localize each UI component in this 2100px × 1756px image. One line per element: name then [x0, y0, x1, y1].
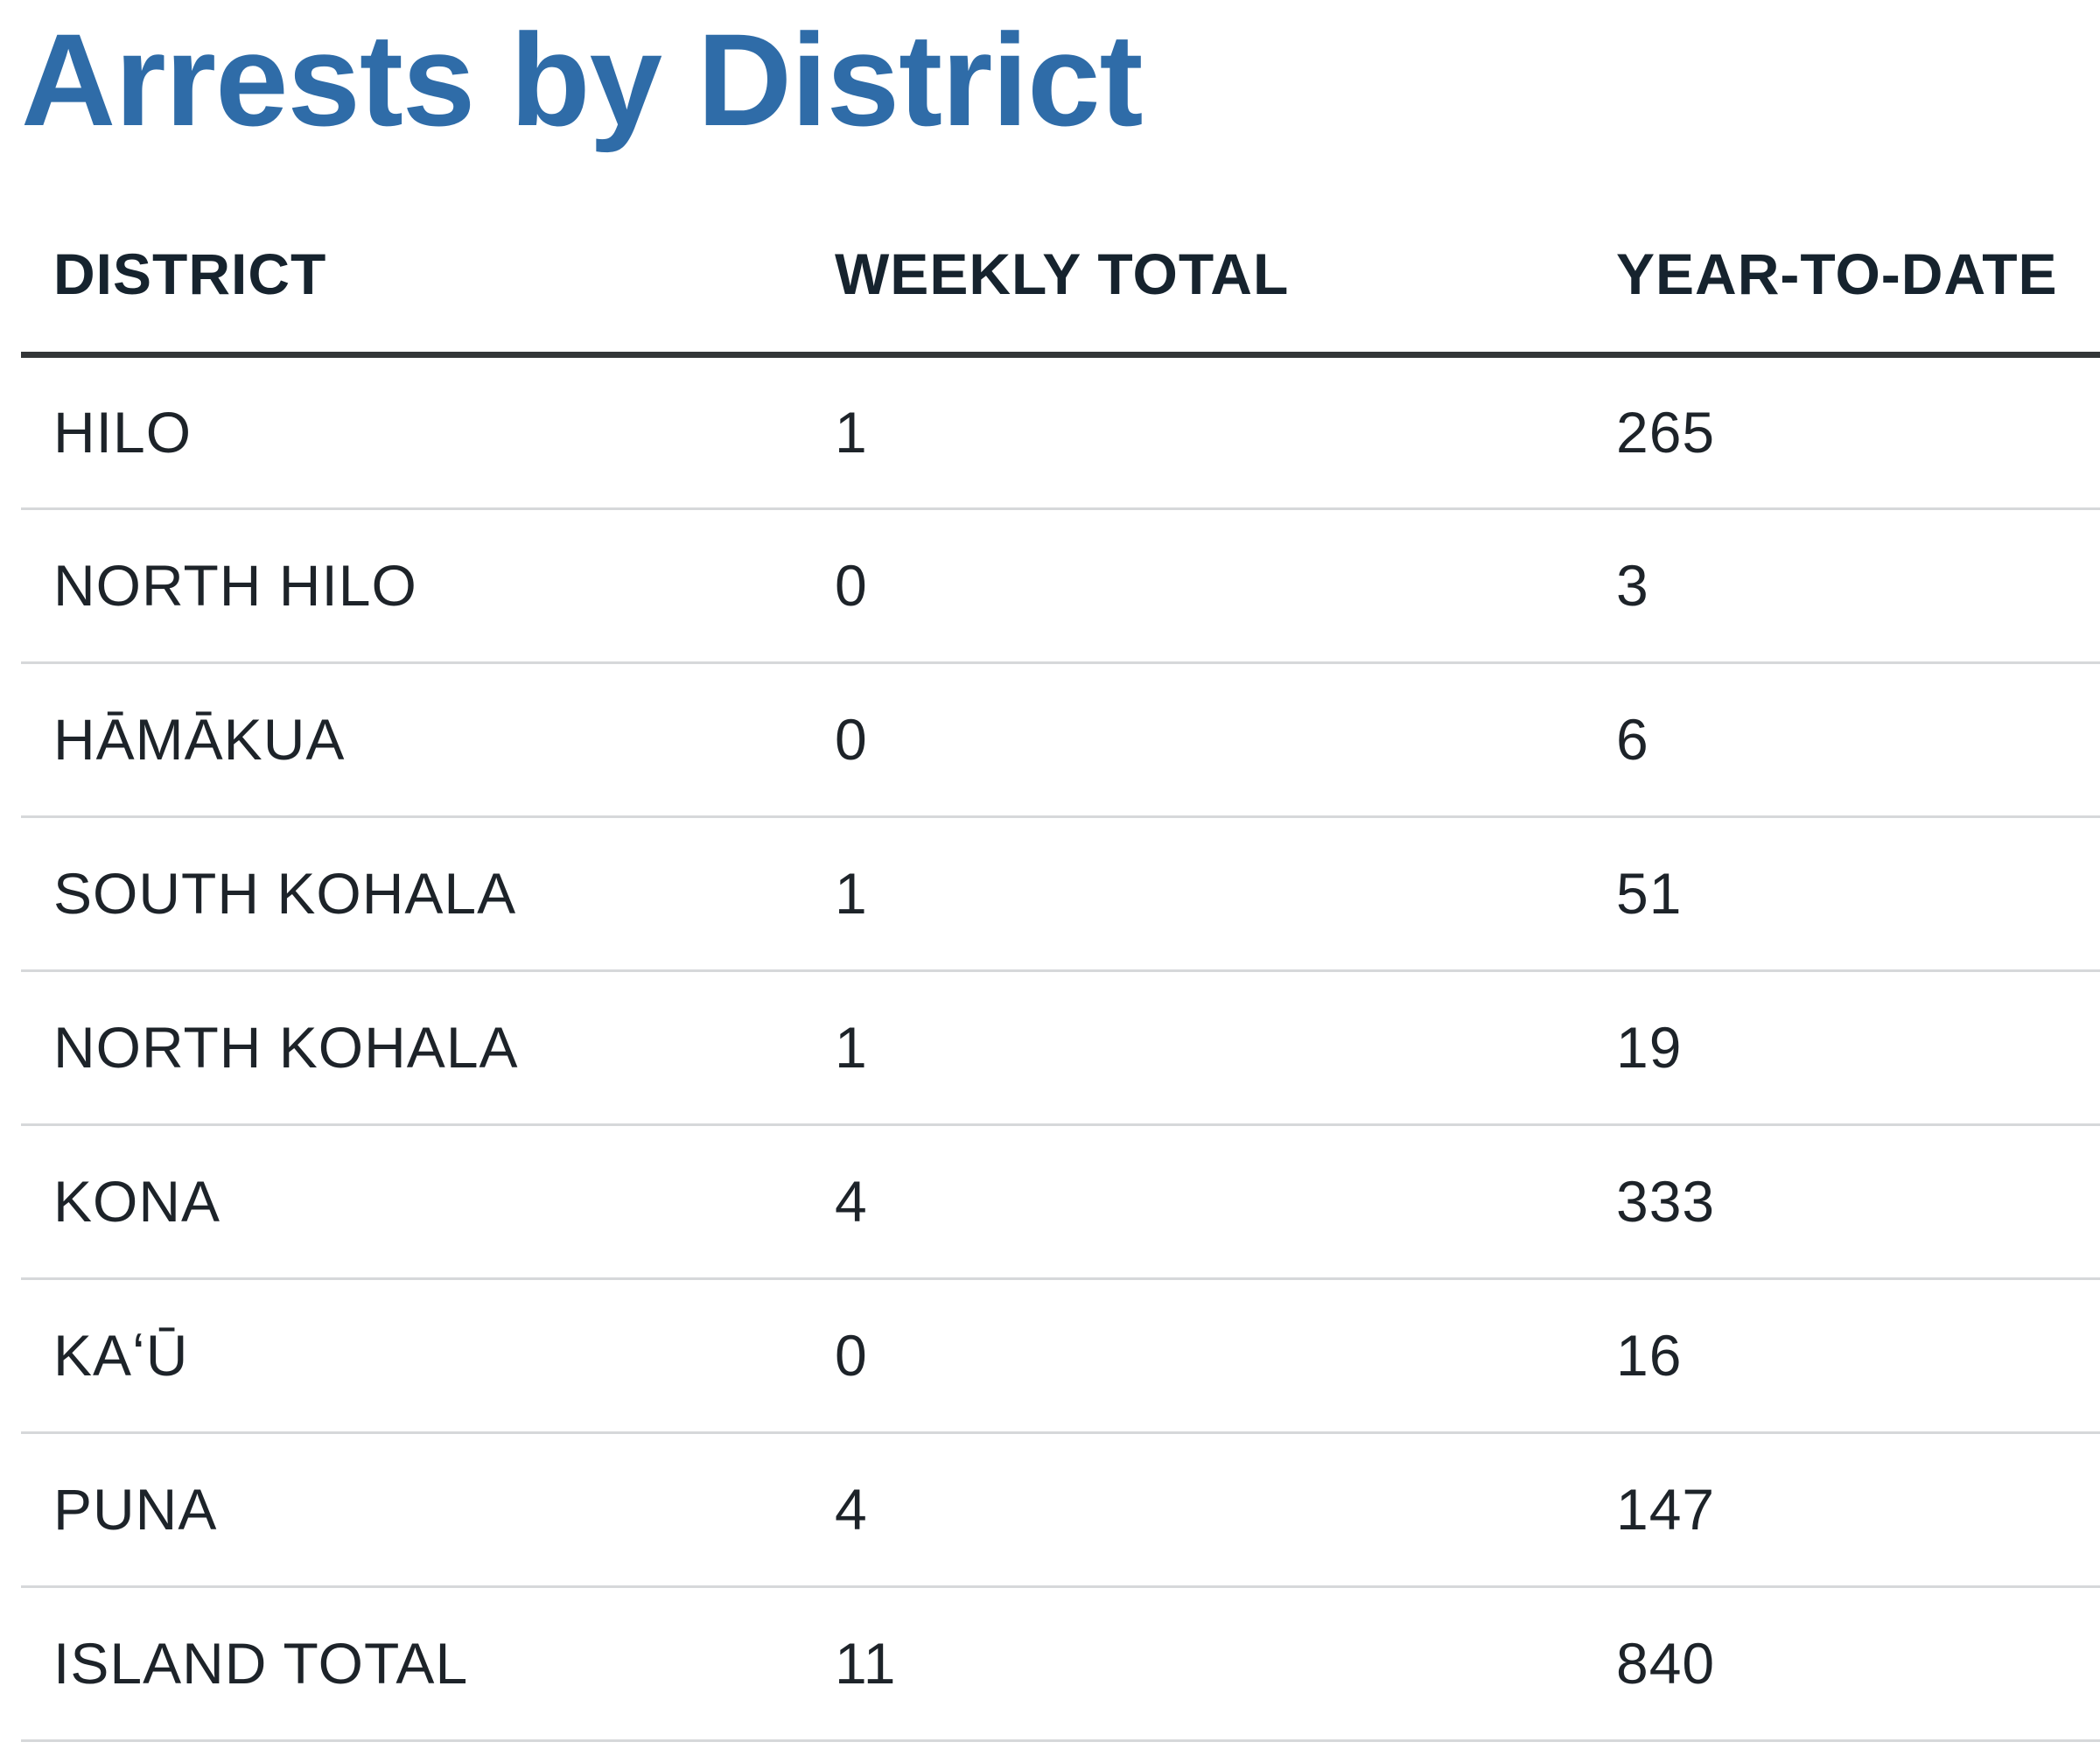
cell-district: SOUTH KOHALA [21, 816, 802, 972]
cell-district: KONA [21, 1124, 802, 1280]
cell-district: PUNA [21, 1432, 802, 1588]
cell-district: ISLAND TOTAL [21, 1586, 802, 1742]
cell-year-to-date: 16 [1584, 1278, 2100, 1434]
cell-year-to-date: 840 [1584, 1586, 2100, 1742]
cell-weekly-total: 1 [802, 816, 1584, 972]
cell-year-to-date: 333 [1584, 1124, 2100, 1280]
cell-weekly-total: 0 [802, 662, 1584, 818]
cell-weekly-total: 4 [802, 1432, 1584, 1588]
table-row-total: ISLAND TOTAL 11 840 [21, 1586, 2100, 1742]
table-row: HILO 1 265 [21, 354, 2100, 510]
cell-weekly-total: 0 [802, 508, 1584, 664]
table-header: DISTRICT WEEKLY TOTAL YEAR-TO-DATE [21, 197, 2100, 358]
table-row: KAʻŪ 0 16 [21, 1278, 2100, 1434]
arrests-table: DISTRICT WEEKLY TOTAL YEAR-TO-DATE HILO … [21, 197, 2100, 1742]
cell-district: HĀMĀKUA [21, 662, 802, 818]
table-row: PUNA 4 147 [21, 1432, 2100, 1588]
cell-district: KAʻŪ [21, 1278, 802, 1434]
cell-district: NORTH KOHALA [21, 970, 802, 1126]
cell-weekly-total: 4 [802, 1124, 1584, 1280]
column-header-year-to-date: YEAR-TO-DATE [1584, 197, 2100, 358]
cell-year-to-date: 147 [1584, 1432, 2100, 1588]
page-title: Arrests by District [21, 6, 1143, 153]
arrests-table-container: DISTRICT WEEKLY TOTAL YEAR-TO-DATE HILO … [21, 197, 2100, 1742]
table-row: HĀMĀKUA 0 6 [21, 662, 2100, 818]
table-row: SOUTH KOHALA 1 51 [21, 816, 2100, 972]
cell-year-to-date: 6 [1584, 662, 2100, 818]
cell-weekly-total: 0 [802, 1278, 1584, 1434]
cell-year-to-date: 265 [1584, 354, 2100, 510]
cell-year-to-date: 19 [1584, 970, 2100, 1126]
table-row: NORTH HILO 0 3 [21, 508, 2100, 664]
cell-year-to-date: 3 [1584, 508, 2100, 664]
cell-weekly-total: 1 [802, 354, 1584, 510]
cell-weekly-total: 1 [802, 970, 1584, 1126]
column-header-district: DISTRICT [21, 197, 802, 358]
cell-district: NORTH HILO [21, 508, 802, 664]
table-row: NORTH KOHALA 1 19 [21, 970, 2100, 1126]
cell-district: HILO [21, 354, 802, 510]
table-row: KONA 4 333 [21, 1124, 2100, 1280]
table-body: HILO 1 265 NORTH HILO 0 3 HĀMĀKUA 0 6 SO… [21, 354, 2100, 1742]
header-row: DISTRICT WEEKLY TOTAL YEAR-TO-DATE [21, 197, 2100, 358]
column-header-weekly-total: WEEKLY TOTAL [802, 197, 1584, 358]
cell-weekly-total: 11 [802, 1586, 1584, 1742]
cell-year-to-date: 51 [1584, 816, 2100, 972]
